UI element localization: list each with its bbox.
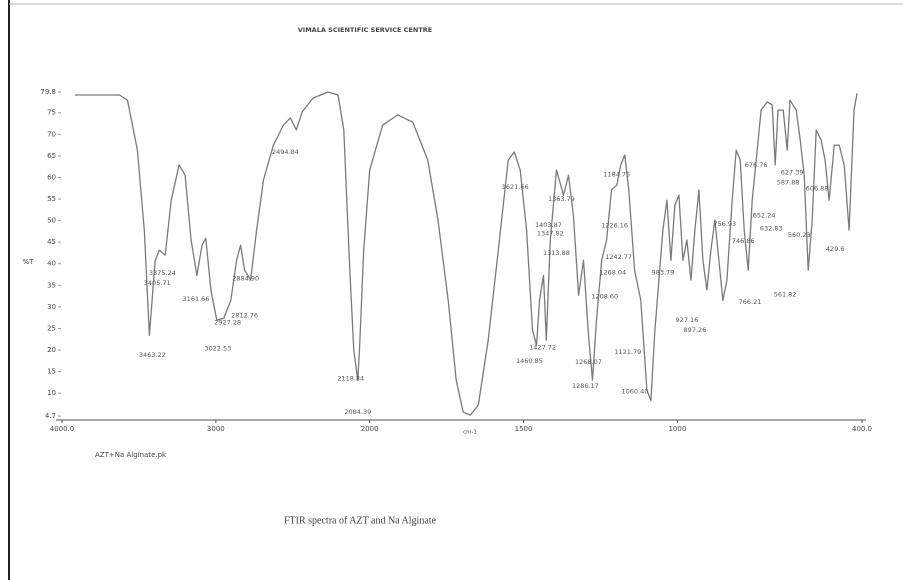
- peak-label: 897.26: [684, 326, 707, 334]
- y-tick-label: 35: [47, 281, 56, 289]
- peak-label: 1208.60: [591, 292, 618, 300]
- peak-label: 561.82: [774, 290, 797, 298]
- spectrum-line: [74, 91, 858, 416]
- peak-label: 587.88: [777, 179, 800, 187]
- x-tick-label: 400.0: [852, 425, 872, 433]
- peak-label: 1313.88: [543, 249, 570, 257]
- peak-label: 627.39: [781, 169, 804, 177]
- peak-label: 3022.53: [204, 344, 231, 352]
- peak-label: 3463.22: [139, 351, 166, 359]
- peak-label: 2812.76: [231, 311, 258, 319]
- x-tick-label: 1000: [668, 425, 686, 433]
- peak-label: 1286.17: [572, 382, 599, 390]
- y-tick-label: 25: [47, 324, 56, 332]
- peak-label: 3375.24: [149, 269, 176, 277]
- peak-label: 1060.40: [621, 387, 648, 395]
- peak-label: 1460.85: [516, 357, 543, 365]
- peak-label: 2927.28: [214, 318, 241, 326]
- peak-label: 766.21: [739, 298, 762, 306]
- peak-label: 1347.82: [537, 230, 564, 238]
- peak-label: 983.79: [652, 268, 675, 276]
- x-tick-label: 1500: [515, 425, 533, 433]
- peak-label: 606.88: [806, 185, 829, 193]
- peak-label: 1121.79: [614, 348, 641, 356]
- peak-label: 746.86: [732, 237, 755, 245]
- y-tick-label: 75: [47, 109, 56, 117]
- peak-label: 560.23: [788, 231, 811, 239]
- y-tick-label: 20: [47, 346, 56, 354]
- y-tick-label: 79.8: [40, 88, 56, 96]
- peak-label: 1363.79: [548, 195, 575, 203]
- peak-label: 1427.72: [529, 343, 556, 351]
- peak-label: 2884.90: [232, 274, 259, 282]
- y-tick-label: 40: [47, 260, 56, 268]
- peak-label: 1268.04: [599, 268, 626, 276]
- peak-label: 1184.75: [603, 170, 630, 178]
- peak-label: 2118.84: [337, 374, 364, 382]
- x-tick-label: 4000.0: [50, 425, 75, 433]
- x-axis-label: cm-1: [463, 430, 477, 436]
- peak-label: 676.76: [745, 161, 768, 169]
- peak-label: 1268.07: [575, 358, 602, 366]
- peak-label: 1242.77: [605, 253, 632, 261]
- y-tick-label: 4.7: [45, 412, 56, 420]
- peak-label: 2084.39: [344, 408, 371, 416]
- chart-title: VIMALA SCIENTIFIC SERVICE CENTRE: [298, 26, 432, 34]
- y-tick-label: 70: [47, 130, 56, 138]
- peak-label: 1621.66: [502, 183, 529, 191]
- peak-label: 1226.16: [601, 221, 628, 229]
- y-tick-label: 45: [47, 238, 56, 246]
- y-tick-label: 60: [47, 173, 56, 181]
- x-tick-label: 2000: [361, 425, 379, 433]
- peak-label: 756.93: [713, 220, 736, 228]
- y-tick-label: 15: [47, 368, 56, 376]
- peak-label: 927.16: [676, 316, 699, 324]
- peak-label: 3405.71: [144, 279, 171, 287]
- y-tick-label: 50: [47, 217, 56, 225]
- caption: FTIR spectra of AZT and Na Alginate: [284, 515, 437, 526]
- y-tick-label: 30: [47, 303, 56, 311]
- peak-label: 429.6: [826, 245, 845, 253]
- y-tick-label: 10: [47, 389, 56, 397]
- peak-label: 3161.66: [183, 295, 210, 303]
- peak-label: 1403.87: [535, 221, 562, 229]
- peak-label: 2494.84: [272, 148, 299, 156]
- y-tick-label: 65: [47, 152, 56, 160]
- peak-label: 652.24: [753, 211, 776, 219]
- x-tick-label: 3000: [207, 425, 225, 433]
- y-axis-label: %T: [23, 258, 35, 266]
- y-tick-label: 55: [47, 195, 56, 203]
- peak-label: 632.83: [760, 224, 783, 232]
- file-label: AZT+Na Alginate.pk: [95, 451, 167, 459]
